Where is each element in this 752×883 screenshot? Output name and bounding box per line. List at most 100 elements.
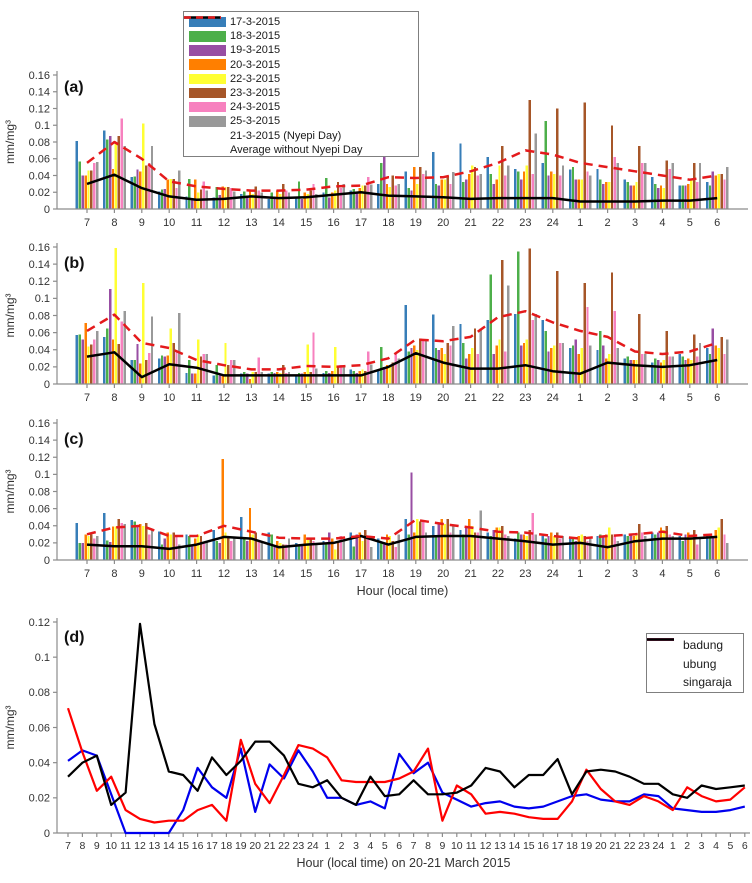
x-tick-label: 18 (382, 217, 394, 229)
legend-dates: 17-3-2015 18-3-2015 19-3-2015 20-3-2015 22-3… (183, 11, 419, 157)
x-tick-label: 3 (632, 217, 638, 229)
legend-item-ubung: ubung (647, 638, 743, 674)
legend-label: 18-3-2015 (230, 30, 281, 43)
bars-c-18-3-2015 (78, 521, 712, 561)
x-tick-label: 7 (84, 392, 90, 404)
x-tick-label: 22 (278, 840, 290, 852)
x-tick-label: 11 (120, 840, 131, 852)
legend-item-23-3-2015: 23-3-2015 (189, 86, 418, 100)
x-tick-label: 24 (307, 840, 319, 852)
line-d-badung (67, 747, 746, 835)
bars-a-19-3-2015 (81, 136, 715, 210)
x-tick-label: 23 (293, 840, 305, 852)
panel-label-c: (c) (64, 431, 84, 448)
legend-label: 24-3-2015 (230, 101, 281, 114)
y-tick-label: 0.06 (29, 503, 50, 515)
y-tick-label: 0.02 (29, 538, 50, 550)
x-tick-label: 2 (339, 840, 345, 852)
x-tick-label: 23 (519, 392, 531, 404)
swatch-bar-18-3-2015-icon (189, 31, 226, 42)
x-tick-label: 22 (492, 217, 504, 229)
x-tick-label: 7 (411, 840, 417, 852)
x-tick-label: 8 (79, 840, 85, 852)
legend-label: ubung (683, 656, 717, 671)
y-tick-label: 0.02 (29, 793, 50, 805)
y-tick-label: 0.02 (29, 187, 50, 199)
x-tick-label: 19 (410, 217, 422, 229)
x-tick-label: 11 (191, 568, 202, 580)
x-tick-label: 9 (139, 217, 145, 229)
y-tick-label: 0 (44, 379, 50, 391)
legend-label: 20-3-2015 (230, 58, 281, 71)
x-tick-label: 2 (605, 392, 611, 404)
x-tick-label: 17 (355, 568, 367, 580)
legend-item-24-3-2015: 24-3-2015 (189, 100, 418, 114)
x-tick-label: 23 (519, 568, 531, 580)
legend-item-22-3-2015: 22-3-2015 (189, 72, 418, 86)
x-tick-label: 17 (552, 840, 564, 852)
y-tick-label: 0.12 (29, 452, 50, 464)
x-tick-label: 5 (687, 217, 693, 229)
bars-b-25-3-2015 (95, 285, 729, 384)
legend-label: singaraja (683, 675, 732, 690)
x-tick-label: 17 (355, 392, 367, 404)
x-tick-label: 21 (464, 568, 476, 580)
x-tick-label: 1 (577, 568, 583, 580)
x-tick-label: 3 (632, 392, 638, 404)
legend-item-20-3-2015: 20-3-2015 (189, 58, 418, 72)
x-tick-label: 21 (264, 840, 276, 852)
legend-item-18-3-2015: 18-3-2015 (189, 29, 418, 43)
x-tick-label: 22 (624, 840, 636, 852)
x-tick-label: 3 (632, 568, 638, 580)
y-tick-label: 0.14 (29, 259, 50, 271)
legend-label: Average without Nyepi Day (230, 143, 363, 156)
panel-label-b: (b) (64, 255, 84, 272)
x-tick-label: 16 (192, 840, 204, 852)
bars-c-25-3-2015 (95, 510, 729, 561)
bars-c-22-3-2015 (87, 518, 720, 561)
x-tick-label: 15 (300, 568, 312, 580)
x-tick-label: 14 (273, 568, 285, 580)
x-tick-label: 1 (577, 217, 583, 229)
x-tick-label: 10 (163, 568, 175, 580)
y-tick-label: 0.08 (29, 137, 50, 149)
legend-item-17-3-2015: 17-3-2015 (189, 15, 418, 29)
x-tick-label: 21 (609, 840, 621, 852)
line-b-21-3-2015 (Nyepi Day) (86, 351, 718, 379)
line-d-ubung (66, 707, 746, 824)
x-axis-title-c: Hour (local time) (357, 584, 449, 598)
legend-label: badung (683, 638, 724, 653)
x-tick-label: 19 (581, 840, 593, 852)
x-tick-label: 14 (163, 840, 175, 852)
y-tick-label: 0.04 (29, 345, 50, 357)
panel-a: 00.020.040.060.080.10.120.140.167 8 9 10 11 1… (3, 70, 748, 229)
x-tick-label: 19 (410, 392, 422, 404)
x-tick-label: 9 (139, 568, 145, 580)
x-tick-label: 24 (547, 568, 559, 580)
x-tick-label: 9 (439, 840, 445, 852)
y-tick-label: 0.16 (29, 70, 50, 82)
y-tick-label: 0.16 (29, 418, 50, 430)
y-tick-label: 0.08 (29, 687, 50, 699)
line-b-Average without Nyepi Day (86, 309, 718, 371)
x-tick-label: 8 (111, 392, 117, 404)
x-tick-label: 4 (367, 840, 373, 852)
x-tick-label: 4 (659, 392, 665, 404)
x-tick-label: 12 (218, 217, 230, 229)
panel-b: 00.020.040.060.080.10.120.140.167 8 9 10 11 1… (3, 242, 748, 404)
y-tick-label: 0.04 (29, 521, 50, 533)
x-tick-label: 1 (577, 392, 583, 404)
line-a-21-3-2015 (Nyepi Day) (86, 173, 718, 203)
y-tick-label: 0 (44, 828, 50, 840)
x-tick-label: 12 (134, 840, 146, 852)
legend-label: 23-3-2015 (230, 87, 281, 100)
x-tick-label: 5 (382, 840, 388, 852)
swatch-bar-23-3-2015-icon (189, 87, 226, 99)
y-tick-label: 0.06 (29, 154, 50, 166)
x-tick-label: 12 (218, 392, 230, 404)
x-tick-label: 24 (653, 840, 665, 852)
y-tick-label: 0.1 (35, 293, 50, 305)
x-tick-label: 16 (537, 840, 549, 852)
